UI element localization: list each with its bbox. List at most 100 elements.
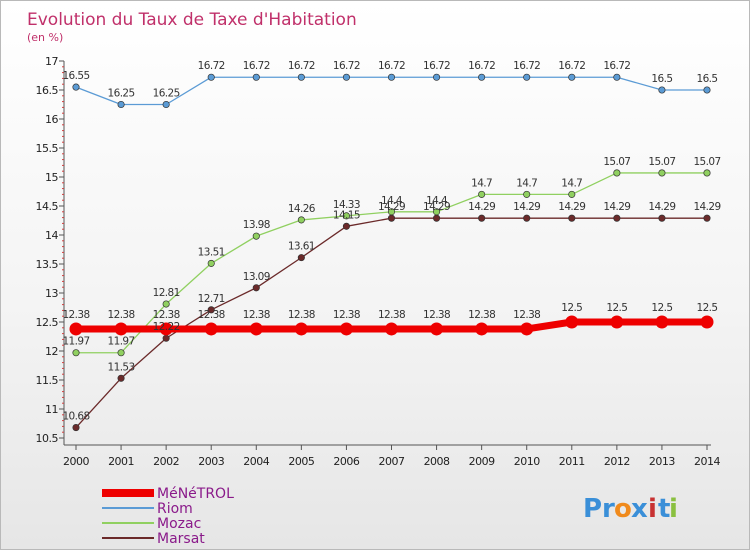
y-tick-label: 15.5 <box>36 142 59 155</box>
data-label-mozac: 12.81 <box>153 287 180 299</box>
data-point-mozac <box>72 349 80 357</box>
data-point-riom <box>613 73 621 81</box>
data-point-riom <box>703 86 711 94</box>
data-point-riom <box>523 73 531 81</box>
y-tick-label: 12 <box>45 345 58 358</box>
data-label-riom: 16.55 <box>62 70 89 82</box>
data-label-mozac: 15.07 <box>693 156 720 168</box>
chart-subtitle: (en %) <box>27 31 63 44</box>
data-label-marsat: 14.29 <box>603 201 630 213</box>
y-tick-label: 16 <box>45 113 58 126</box>
data-point-mntrol <box>69 322 83 336</box>
legend-label-riom: Riom <box>157 501 193 517</box>
logo-letter: t <box>658 494 670 524</box>
data-point-marsat <box>703 214 711 222</box>
data-label-mntrol: 12.38 <box>423 309 450 321</box>
axes: 10.5 11 11.5 12 12.5 13 13.5 14 14.5 15 15.5 16 16.5… <box>36 55 721 468</box>
y-tick-label: 17 <box>45 55 58 68</box>
data-label-mozac: 14.7 <box>471 177 492 189</box>
data-point-riom <box>387 73 396 81</box>
y-tick-label: 15 <box>45 171 58 184</box>
x-tick-label: 2008 <box>424 455 450 468</box>
data-label-marsat: 13.61 <box>288 241 315 253</box>
data-label-mntrol: 12.38 <box>378 309 405 321</box>
logo-letter: o <box>614 494 632 524</box>
data-label-mntrol: 12.5 <box>561 302 582 314</box>
data-label-riom: 16.72 <box>558 60 585 72</box>
data-label-marsat: 14.15 <box>333 209 360 221</box>
data-point-marsat <box>523 214 531 222</box>
data-point-marsat <box>342 222 350 230</box>
data-point-mozac <box>117 349 125 357</box>
data-point-mozac <box>297 216 305 224</box>
x-tick-label: 2009 <box>469 455 495 468</box>
x-tick-label: 2004 <box>243 455 269 468</box>
data-label-riom: 16.72 <box>288 60 315 72</box>
data-point-riom <box>478 73 486 81</box>
data-label-marsat: 14.29 <box>513 201 540 213</box>
data-label-marsat: 14.29 <box>468 201 495 213</box>
data-point-riom <box>342 73 350 81</box>
logo-letter: x <box>631 494 648 524</box>
data-label-mozac: 15.07 <box>603 156 630 168</box>
data-point-marsat <box>162 334 170 342</box>
data-label-mntrol: 12.5 <box>606 302 627 314</box>
data-point-mntrol <box>655 315 669 329</box>
data-point-mozac <box>523 190 531 198</box>
logo-letter: P <box>583 494 602 524</box>
data-point-riom <box>117 100 125 109</box>
data-label-mntrol: 12.5 <box>697 302 718 314</box>
data-label-mntrol: 12.38 <box>62 309 89 321</box>
legend-label-mozac: Mozac <box>157 516 201 532</box>
data-point-marsat <box>568 214 576 222</box>
data-point-mntrol <box>159 322 173 336</box>
data-label-riom: 16.72 <box>243 60 270 72</box>
data-label-mozac: 11.97 <box>62 336 89 348</box>
series-mntrol <box>69 315 714 336</box>
data-label-marsat: 14.29 <box>558 201 585 213</box>
data-point-mntrol <box>430 322 444 336</box>
data-point-marsat <box>297 254 305 262</box>
data-label-mozac: 11.97 <box>108 336 135 348</box>
data-label-mozac: 14.26 <box>288 203 316 215</box>
data-point-marsat <box>207 306 215 314</box>
data-point-riom <box>207 73 215 81</box>
data-point-riom <box>433 73 441 81</box>
data-label-mozac: 13.98 <box>243 219 270 231</box>
x-tick-label: 2003 <box>198 455 224 468</box>
data-label-mozac: 15.07 <box>648 156 675 168</box>
data-point-mntrol <box>114 322 128 336</box>
x-tick-label: 2012 <box>604 455 630 468</box>
data-point-marsat <box>252 284 260 292</box>
data-label-riom: 16.25 <box>108 88 135 100</box>
data-point-marsat <box>387 214 396 222</box>
data-label-mntrol: 12.38 <box>333 309 360 321</box>
data-labels: 16.55 16.25 16.25 16.72 16.72 16.72 16.72 16.72… <box>62 60 721 422</box>
data-point-mozac <box>613 169 621 177</box>
x-tick-label: 2010 <box>514 455 540 468</box>
data-point-marsat <box>613 214 621 222</box>
data-point-mozac <box>162 300 170 308</box>
data-point-marsat <box>72 424 80 432</box>
x-tick-label: 2005 <box>288 455 314 468</box>
data-point-mozac <box>658 169 666 177</box>
data-label-marsat: 14.29 <box>378 201 405 213</box>
data-point-mntrol <box>520 322 534 336</box>
data-label-mozac: 14.7 <box>561 177 582 189</box>
data-point-riom <box>658 86 666 94</box>
x-tick-label: 2001 <box>108 455 134 468</box>
legend-label-mntrol: MéNéTROL <box>157 486 234 502</box>
data-point-mntrol <box>610 315 624 329</box>
data-point-marsat <box>658 214 666 222</box>
data-point-riom <box>297 73 305 81</box>
data-point-mozac <box>252 232 260 240</box>
data-label-mntrol: 12.38 <box>513 309 540 321</box>
y-tick-label: 12.5 <box>36 316 59 329</box>
x-tick-label: 2007 <box>379 455 405 468</box>
logo-letter: i <box>648 494 657 524</box>
data-point-mozac <box>703 169 711 177</box>
x-tick-label: 2014 <box>694 455 720 468</box>
